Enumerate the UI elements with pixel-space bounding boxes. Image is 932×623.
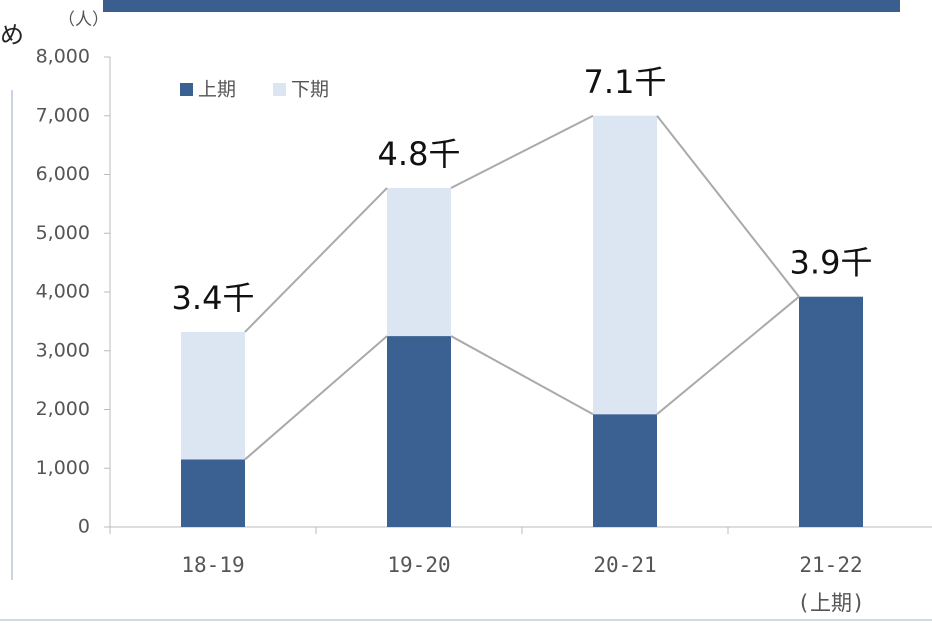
total-label: 7.1千 xyxy=(584,63,667,101)
y-tick-label: 4,000 xyxy=(36,281,90,303)
header-bar xyxy=(103,0,900,12)
total-label: 3.4千 xyxy=(172,279,255,317)
connector xyxy=(244,187,388,333)
x-tick-label: 19-20 xyxy=(387,553,451,577)
bar-segment xyxy=(181,331,245,460)
connector xyxy=(244,335,388,461)
bar-segment xyxy=(387,188,451,337)
bar-segment xyxy=(799,296,863,527)
bar-segment xyxy=(593,115,657,415)
cut-text: め xyxy=(0,21,24,49)
y-tick-label: 1,000 xyxy=(36,457,90,479)
y-tick-label: 5,000 xyxy=(36,222,90,244)
x-tick-label: 18-19 xyxy=(181,553,245,577)
connector xyxy=(450,114,594,189)
y-tick-label: 2,000 xyxy=(36,398,90,420)
connector xyxy=(656,295,800,415)
legend-swatch xyxy=(273,83,286,96)
legend-label: 上期 xyxy=(198,79,236,101)
bar-segment xyxy=(181,459,245,527)
y-tick-label: 7,000 xyxy=(36,104,90,126)
y-tick-label: 3,000 xyxy=(36,339,90,361)
legend-swatch xyxy=(180,83,193,96)
x-tick-label: 21-22 (上期) xyxy=(797,553,865,615)
connector xyxy=(450,335,594,416)
connector xyxy=(656,115,800,298)
bar-segment xyxy=(593,414,657,527)
y-tick-label: 6,000 xyxy=(36,163,90,185)
total-label: 3.9千 xyxy=(790,244,873,282)
y-tick-label: 8,000 xyxy=(36,46,90,68)
x-tick-label: 20-21 xyxy=(593,553,657,577)
unit-label: （人） xyxy=(58,10,109,30)
total-label: 4.8千 xyxy=(378,135,461,173)
legend-label: 下期 xyxy=(291,79,329,101)
y-tick-label: 0 xyxy=(78,516,90,538)
bar-segment xyxy=(387,336,451,527)
